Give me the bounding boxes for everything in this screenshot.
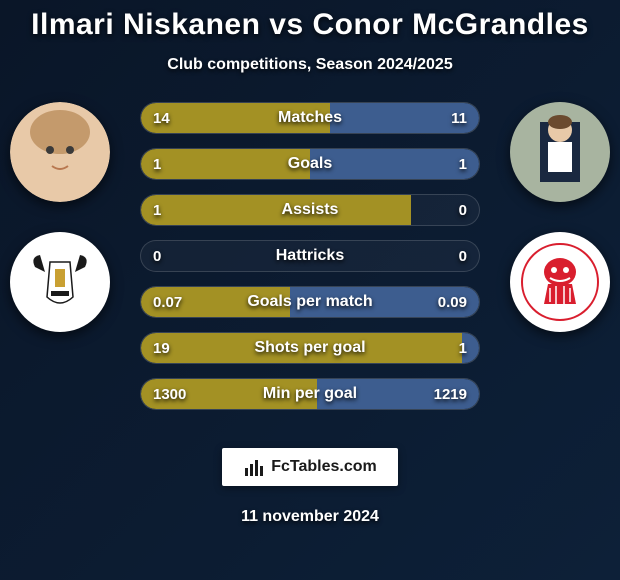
stat-value-left: 0	[153, 241, 161, 271]
stat-row: 11Goals	[140, 148, 480, 180]
player-left-column	[0, 102, 120, 332]
stat-value-right: 11	[451, 103, 467, 133]
bar-left-fill	[141, 149, 310, 179]
player-right-crest	[510, 232, 610, 332]
stat-value-right: 0	[459, 241, 467, 271]
stat-row: 0 0Hattricks	[140, 240, 480, 272]
player-left-crest	[10, 232, 110, 332]
player-right-column	[500, 102, 620, 332]
crest-left-icon	[25, 247, 95, 317]
main-comparison: 1411Matches11Goals10Assists00Hattricks0.…	[0, 102, 620, 432]
date-label: 11 november 2024	[0, 508, 620, 526]
stat-value-left: 14	[153, 103, 170, 133]
content-wrapper: Ilmari Niskanen vs Conor McGrandles Club…	[0, 0, 620, 580]
stat-value-right: 1	[459, 149, 467, 179]
site-logo: FcTables.com	[222, 448, 398, 486]
subtitle: Club competitions, Season 2024/2025	[0, 56, 620, 74]
bar-left-fill	[141, 333, 462, 363]
stat-label: Hattricks	[141, 241, 479, 271]
logo-text: FcTables.com	[271, 458, 377, 476]
bar-right-fill	[310, 149, 479, 179]
stat-value-left: 0.07	[153, 287, 182, 317]
stat-value-left: 19	[153, 333, 170, 363]
player-right-avatar	[510, 102, 610, 202]
stat-row: 10Assists	[140, 194, 480, 226]
player-left-avatar	[10, 102, 110, 202]
chart-icon	[243, 456, 265, 478]
page-title: Ilmari Niskanen vs Conor McGrandles	[0, 8, 620, 42]
stat-value-right: 1	[459, 333, 467, 363]
stat-value-left: 1	[153, 149, 161, 179]
player-right-face-icon	[510, 102, 610, 202]
stat-value-left: 1300	[153, 379, 186, 409]
player-left-face-icon	[10, 102, 110, 202]
stat-row: 0.070.09Goals per match	[140, 286, 480, 318]
stat-value-right: 0.09	[438, 287, 467, 317]
stat-row: 191Shots per goal	[140, 332, 480, 364]
crest-right-icon	[520, 242, 600, 322]
stat-bars: 1411Matches11Goals10Assists00Hattricks0.…	[140, 102, 480, 410]
stat-row: 1411Matches	[140, 102, 480, 134]
stat-value-right: 1219	[434, 379, 467, 409]
stat-value-right: 0	[459, 195, 467, 225]
bar-left-fill	[141, 195, 411, 225]
stat-value-left: 1	[153, 195, 161, 225]
stat-row: 13001219Min per goal	[140, 378, 480, 410]
